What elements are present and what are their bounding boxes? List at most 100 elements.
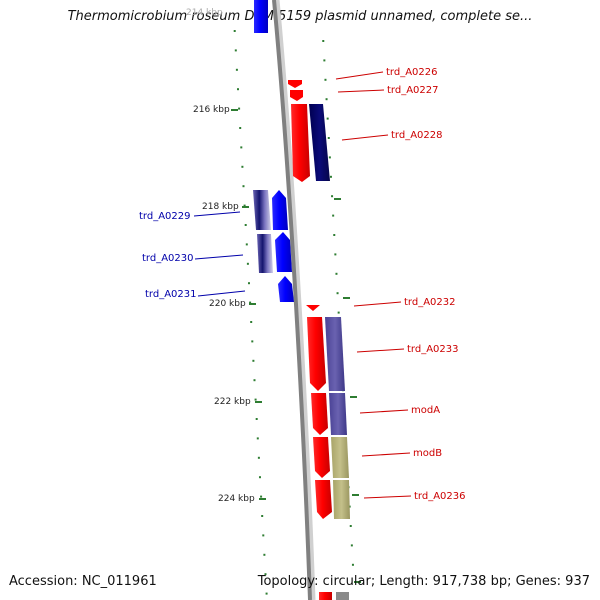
minor-tick-left	[265, 592, 268, 595]
gene-trd-a0226[interactable]	[288, 80, 302, 88]
major-tick-left	[259, 498, 266, 500]
minor-tick-right	[351, 563, 354, 566]
minor-tick-left	[238, 107, 241, 110]
minor-tick-right	[323, 59, 326, 62]
minor-tick-left	[235, 68, 238, 71]
minor-tick-left	[255, 418, 258, 420]
minor-tick-left	[261, 515, 264, 517]
gene-trd-a0231[interactable]	[278, 276, 294, 302]
minor-tick-left	[260, 495, 263, 498]
major-tick-left	[242, 206, 249, 208]
minor-tick-left	[239, 127, 242, 129]
minor-tick-left	[246, 262, 249, 265]
gene-label-trd-a0229[interactable]: trd_A0229	[139, 211, 191, 222]
ruler-labels: 214 kbp 216 kbp 218 kbp 220 kbp 222 kbp …	[186, 8, 255, 504]
minor-tick-left	[234, 49, 237, 52]
minor-tick-left	[263, 553, 266, 556]
minor-tick-right	[333, 234, 336, 236]
gene-trd-a0233[interactable]	[307, 317, 326, 391]
minor-tick-right	[328, 156, 331, 159]
minor-tick-right	[332, 214, 335, 217]
minor-tick-right	[337, 311, 340, 314]
homolog-trd-a0230	[257, 234, 273, 273]
gene-trd-a0227[interactable]	[290, 90, 303, 101]
gene-label-trd-a0228[interactable]: trd_A0228	[391, 130, 443, 141]
homolog-trd-a0233	[325, 317, 345, 391]
gene-label-modb[interactable]: modB	[413, 448, 442, 459]
gene-trd-a0236[interactable]	[315, 480, 332, 519]
tick-label-224: 224 kbp	[218, 494, 255, 504]
genome-summary-text: Topology: circular; Length: 917,738 bp; …	[257, 574, 590, 589]
tick-label-220: 220 kbp	[209, 299, 246, 309]
major-tick-right	[343, 297, 350, 299]
minor-tick-left	[243, 204, 246, 207]
gene-trd-a0228[interactable]	[291, 104, 310, 182]
homolog-trd-a0236	[333, 480, 350, 519]
major-tick-right	[352, 494, 359, 496]
map-title: Thermomicrobium roseum DSM 5159 plasmid …	[67, 9, 533, 24]
gene-label-trd-a0231[interactable]: trd_A0231	[145, 289, 197, 300]
gene-fragment-bottom-gray	[336, 592, 349, 600]
gene-trd-a0232[interactable]	[306, 305, 320, 311]
backbone	[272, 0, 312, 600]
major-tick-left	[231, 109, 238, 111]
minor-tick-right	[325, 98, 328, 101]
minor-tick-left	[249, 301, 252, 304]
minor-tick-right	[326, 117, 329, 120]
minor-tick-right	[324, 78, 327, 81]
major-tick-left	[249, 303, 256, 305]
minor-tick-left	[258, 476, 261, 479]
minor-tick-right	[322, 40, 325, 42]
gene-label-trd-a0236[interactable]: trd_A0236	[414, 491, 466, 502]
minor-tick-right	[327, 137, 330, 139]
homolog-trd-a0228	[309, 104, 330, 181]
tick-label-216: 216 kbp	[193, 105, 230, 115]
minor-tick-left	[251, 340, 254, 343]
minor-tick-right	[329, 175, 332, 178]
minor-tick-left	[262, 534, 265, 537]
minor-tick-left	[241, 165, 244, 168]
minor-tick-left	[252, 359, 255, 362]
accession-text: Accession: NC_011961	[9, 574, 157, 589]
major-tick-right	[354, 581, 361, 583]
gene-label-trd-a0233[interactable]: trd_A0233	[407, 344, 459, 355]
major-tick-right	[334, 198, 341, 200]
gene-trd-a0229[interactable]	[272, 190, 288, 230]
gene-fragment-bottom-red	[319, 592, 332, 600]
tick-label-214: 214 kbp	[186, 8, 223, 18]
gene-label-trd-a0226[interactable]: trd_A0226	[386, 67, 438, 78]
gene-label-moda[interactable]: modA	[411, 405, 440, 416]
gene-moda[interactable]	[311, 393, 328, 435]
minor-tick-right	[349, 525, 352, 527]
homolog-moda	[329, 393, 347, 435]
minor-tick-left	[253, 379, 256, 382]
tick-label-222: 222 kbp	[214, 397, 251, 407]
minor-tick-left	[254, 398, 257, 401]
minor-tick-left	[236, 88, 239, 91]
tick-label-218: 218 kbp	[202, 202, 239, 212]
major-tick-left	[255, 401, 262, 403]
homolog-modb	[331, 437, 349, 478]
major-tick-right	[350, 396, 357, 398]
minor-tick-left	[240, 146, 243, 149]
gene-label-trd-a0230[interactable]: trd_A0230	[142, 253, 194, 264]
homolog-trd-a0229	[253, 190, 271, 230]
gene-labels: trd_A0226 trd_A0227 trd_A0228 trd_A0229 …	[139, 67, 466, 502]
gene-modb[interactable]	[313, 437, 330, 478]
minor-tick-right	[336, 292, 339, 295]
gene-label-trd-a0232[interactable]: trd_A0232	[404, 297, 456, 308]
major-ticks	[231, 109, 361, 583]
gene-trd-a0230[interactable]	[275, 232, 292, 272]
minor-tick-left	[247, 282, 250, 285]
gene-fragment-top	[254, 0, 268, 33]
minor-tick-right	[350, 544, 353, 547]
label-connectors	[193, 71, 412, 499]
minor-tick-left	[242, 185, 245, 188]
minor-tick-left	[233, 30, 236, 32]
minor-tick-right	[331, 195, 334, 198]
minor-tick-left	[264, 573, 267, 576]
gene-label-trd-a0227[interactable]: trd_A0227	[387, 85, 439, 96]
minor-tick-left	[256, 437, 259, 440]
minor-tick-left	[250, 321, 253, 323]
